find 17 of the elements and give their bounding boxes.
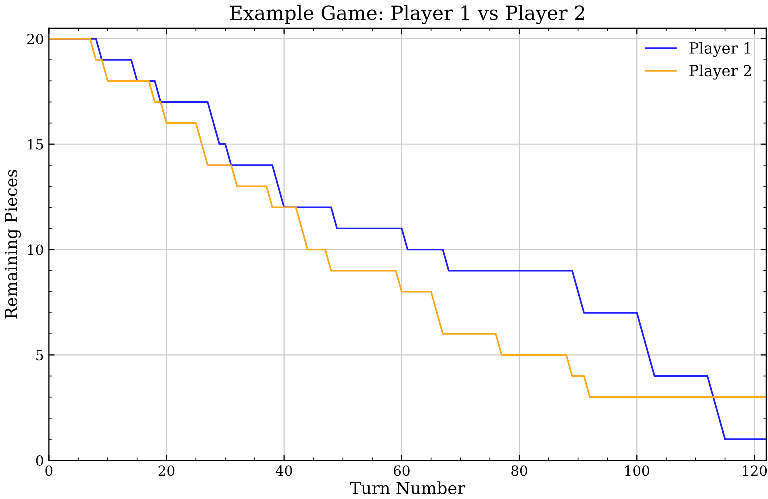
y-tick-label: 15 bbox=[28, 139, 44, 150]
x-tick-label: 100 bbox=[626, 466, 650, 476]
x-tick-label: 20 bbox=[158, 466, 175, 476]
y-tick-label: 5 bbox=[36, 350, 44, 361]
x-tick-label: 0 bbox=[46, 466, 53, 476]
y-axis-title: Remaining Pieces bbox=[5, 170, 22, 319]
y-tick-label: 10 bbox=[28, 244, 44, 256]
y-tick-label: 20 bbox=[28, 34, 44, 44]
x-tick-label: 60 bbox=[394, 466, 410, 476]
y-tick-label: 0 bbox=[36, 456, 44, 466]
x-tick-label: 120 bbox=[743, 466, 768, 476]
x-tick-label: 40 bbox=[276, 466, 292, 476]
chart-title: Example Game: Player 1 vs Player 2 bbox=[230, 5, 584, 24]
x-axis-title: Turn Number bbox=[350, 482, 466, 495]
legend-label: Player 1 bbox=[690, 42, 751, 58]
legend-label: Player 2 bbox=[690, 64, 752, 80]
x-tick-label: 80 bbox=[512, 466, 528, 476]
